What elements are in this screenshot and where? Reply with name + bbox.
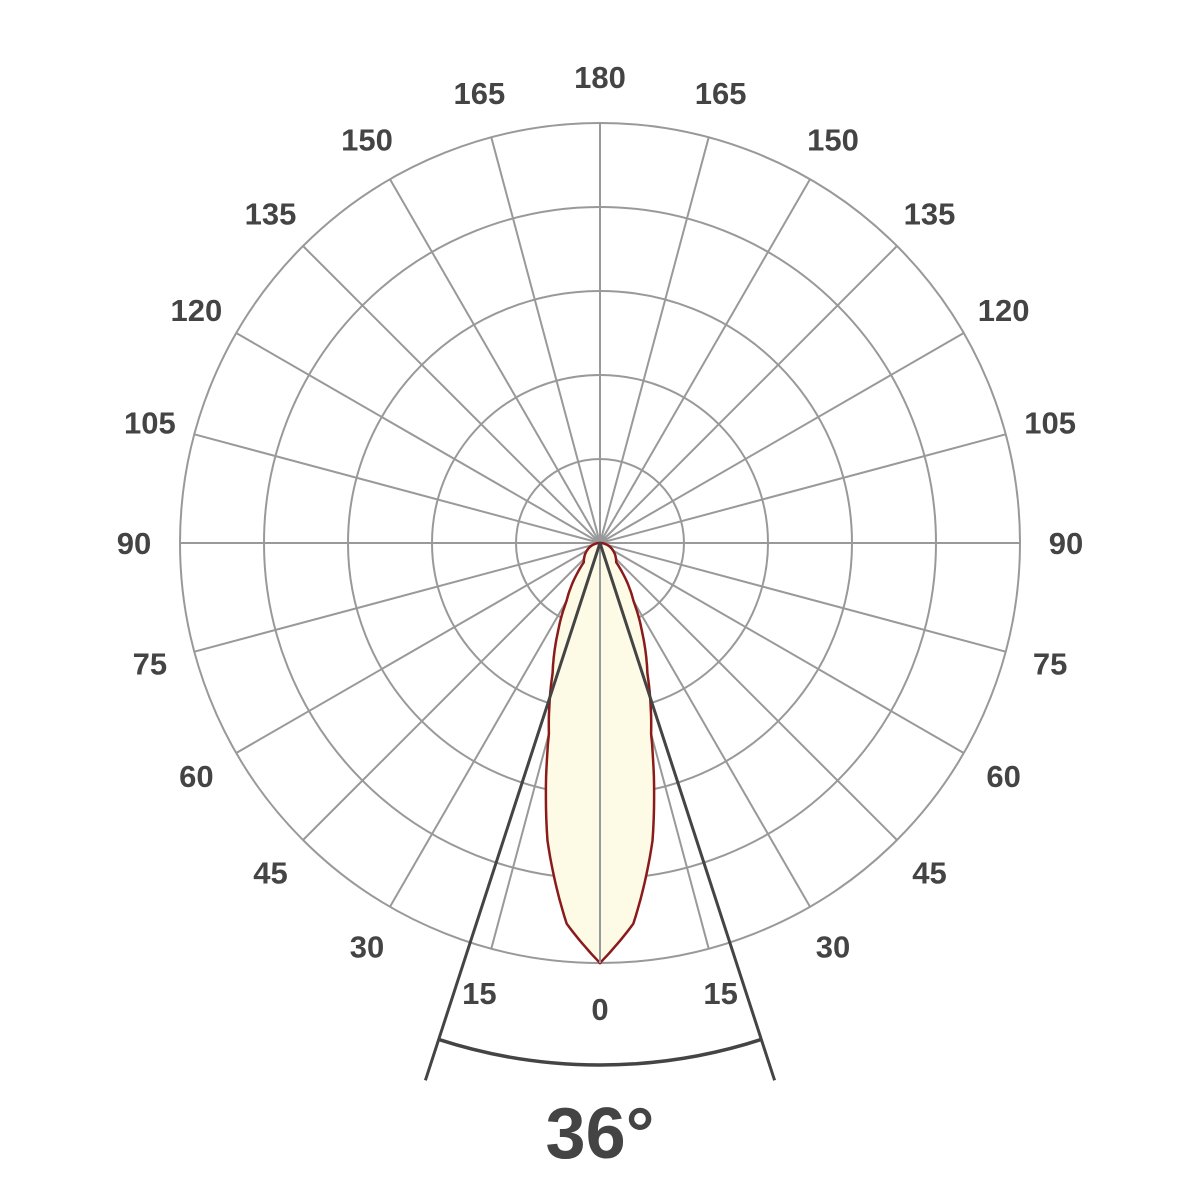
- grid-spoke: [599, 245, 898, 544]
- angle-label: 165: [695, 76, 747, 111]
- angle-label: 60: [179, 759, 213, 794]
- angle-label: 105: [124, 405, 176, 440]
- grid-spoke: [599, 137, 710, 544]
- grid-spoke: [194, 542, 601, 653]
- angle-label: 150: [341, 122, 393, 157]
- grid-spoke: [235, 332, 601, 544]
- grid-spoke: [389, 178, 601, 544]
- grid-spoke: [194, 433, 601, 544]
- angle-labels: 0 15 15 30 30 45 45 60 60 75 75 90 90 105 105 120 120 135…: [117, 60, 1083, 1027]
- grid-spoke: [490, 137, 601, 544]
- angle-label: 180: [574, 60, 626, 95]
- angle-label: 135: [904, 197, 956, 232]
- angle-label: 105: [1024, 405, 1076, 440]
- beam-angle-indicator: [423, 542, 777, 1081]
- grid-spoke: [302, 542, 601, 841]
- grid-spoke: [599, 542, 1006, 653]
- beam-angle-label: 36°: [546, 1094, 655, 1174]
- angle-label: 30: [350, 930, 384, 965]
- angle-label: 135: [245, 197, 297, 232]
- angle-label: 75: [1033, 647, 1067, 682]
- angle-label: 90: [117, 526, 151, 561]
- beam-arc: [438, 1037, 762, 1067]
- grid-spoke: [599, 332, 965, 544]
- beam-edge-line: [598, 542, 777, 1081]
- angle-label: 120: [978, 293, 1030, 328]
- angle-label: 75: [133, 647, 167, 682]
- angle-label: 90: [1049, 526, 1083, 561]
- beam-edge-line: [423, 542, 602, 1081]
- angle-label: 15: [462, 976, 496, 1011]
- angle-label: 45: [253, 856, 287, 891]
- grid-spoke: [599, 178, 811, 544]
- angle-label: 0: [591, 992, 608, 1027]
- grid-spoke: [302, 245, 601, 544]
- angle-label: 60: [986, 759, 1020, 794]
- angle-label: 45: [912, 856, 946, 891]
- angle-label: 165: [454, 76, 506, 111]
- angle-label: 150: [807, 122, 859, 157]
- grid-spoke: [599, 542, 965, 754]
- angle-label: 15: [703, 976, 737, 1011]
- angle-label: 120: [171, 293, 223, 328]
- grid-spoke: [235, 542, 601, 754]
- grid-spoke: [599, 433, 1006, 544]
- grid-spoke: [599, 542, 898, 841]
- intensity-curve-group: [544, 541, 656, 965]
- angle-label: 30: [816, 930, 850, 965]
